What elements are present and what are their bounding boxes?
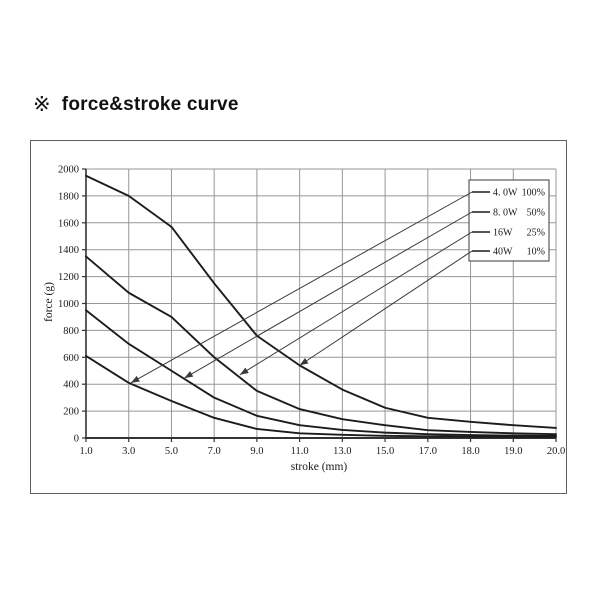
legend-duty-label: 100% — [522, 188, 545, 199]
legend-power-label: 40W — [493, 247, 513, 258]
legend-leader-line — [130, 191, 473, 384]
y-tick-label: 1200 — [58, 272, 79, 283]
y-tick-label: 1800 — [58, 191, 79, 202]
curves — [85, 174, 557, 439]
x-tick-label: 9.0 — [250, 446, 263, 457]
y-tick-label: 1400 — [58, 245, 79, 256]
y-tick-label: 800 — [63, 326, 79, 337]
arrowhead-icon — [184, 371, 194, 379]
x-tick-label: 11.0 — [291, 446, 309, 457]
legend-power-label: 16W — [493, 228, 513, 239]
arrowhead-icon — [130, 375, 140, 383]
x-tick-label: 13.0 — [333, 446, 351, 457]
x-tick-label: 1.0 — [79, 446, 92, 457]
y-axis-title: force (g) — [43, 282, 55, 322]
legend-duty-label: 50% — [527, 208, 545, 219]
reference-mark-icon: ※ — [33, 93, 51, 116]
axes — [82, 168, 557, 442]
y-tick-label: 0 — [74, 434, 79, 445]
arrowhead-icon — [239, 367, 249, 375]
y-tick-label: 1600 — [58, 218, 79, 229]
legend-leader-line — [299, 250, 473, 366]
x-tick-label: 3.0 — [122, 446, 135, 457]
arrowhead-icon — [299, 358, 309, 366]
legend-power-label: 4. 0W — [493, 188, 518, 199]
y-tick-label: 200 — [63, 407, 79, 418]
force-stroke-chart: 1.0 3.0 5.0 7.0 9.0 11.0 13.0 15.0 17.0 18.0 19.0 2… — [43, 165, 565, 474]
page-title: ※ force&stroke curve — [33, 92, 239, 117]
legend-leader-line — [184, 211, 473, 379]
page-title-text: force&stroke curve — [61, 93, 239, 115]
y-tick-label: 2000 — [58, 165, 79, 176]
curve-16w-25- — [85, 255, 557, 436]
curve-8-0w-50- — [85, 309, 557, 437]
x-axis-title: stroke (mm) — [291, 461, 348, 473]
y-tick-label: 400 — [63, 380, 79, 391]
legend-frame — [468, 179, 550, 262]
x-tick-label: 5.0 — [165, 446, 178, 457]
legend-duty-label: 10% — [527, 247, 545, 258]
legend-leader-line — [239, 231, 473, 376]
chart-panel: 1.0 3.0 5.0 7.0 9.0 11.0 13.0 15.0 17.0 18.0 19.0 2… — [30, 140, 567, 494]
x-tick-label: 20.0 — [547, 446, 565, 457]
legend-box: 4. 0W 100% 8. 0W 50% 16W 25% 40W 10% — [468, 179, 550, 262]
y-tick-label: 600 — [63, 353, 79, 364]
legend-leader-arrows — [130, 191, 473, 384]
x-tick-label: 7.0 — [208, 446, 221, 457]
x-tick-label: 17.0 — [419, 446, 437, 457]
x-tick-label: 15.0 — [376, 446, 394, 457]
y-tick-label: 1000 — [58, 299, 79, 310]
legend-duty-label: 25% — [527, 228, 545, 239]
tick-labels: 1.0 3.0 5.0 7.0 9.0 11.0 13.0 15.0 17.0 18.0 19.0 2… — [58, 165, 565, 458]
x-tick-label: 18.0 — [461, 446, 479, 457]
x-tick-label: 19.0 — [504, 446, 522, 457]
legend-power-label: 8. 0W — [493, 208, 518, 219]
curve-4-0w-100- — [85, 355, 557, 439]
curve-40w-10- — [85, 174, 557, 429]
